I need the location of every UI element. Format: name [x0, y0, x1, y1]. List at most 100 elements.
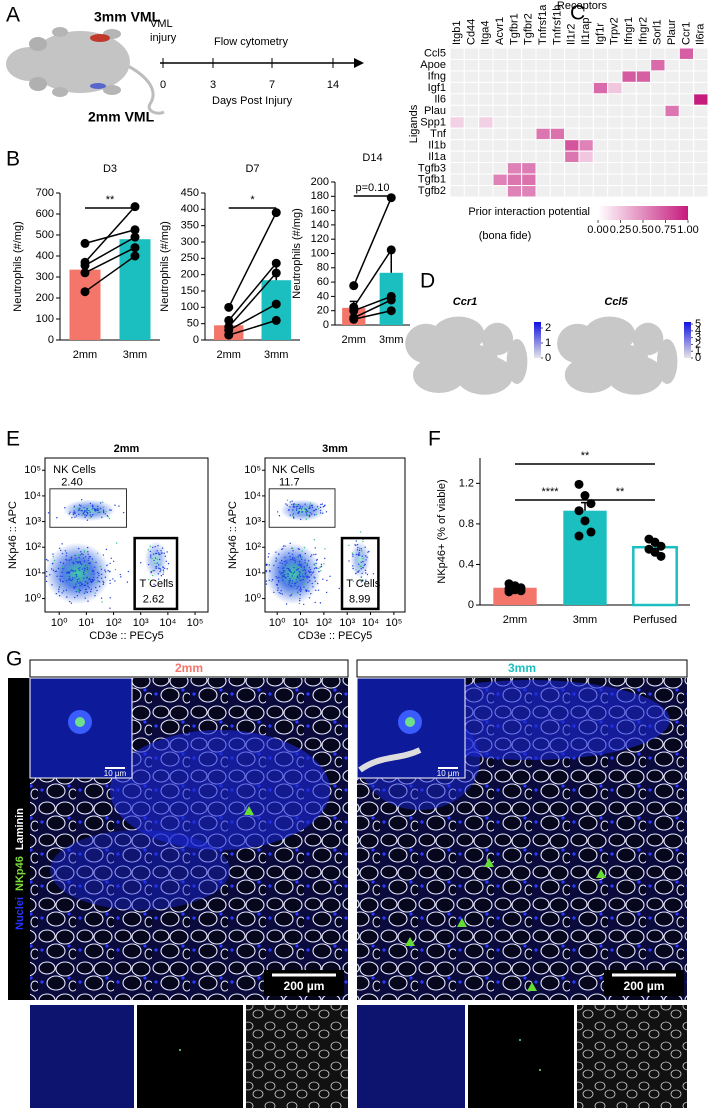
event-dot [289, 585, 292, 587]
event-dot [285, 560, 287, 562]
empty-cell [678, 173, 695, 187]
event-dot [83, 592, 86, 594]
event-dot [291, 558, 294, 560]
event-dot [276, 559, 278, 561]
event-dot [302, 575, 304, 577]
empty-cell [621, 47, 637, 60]
injury-site: 3mm VML [94, 9, 161, 25]
event-dot [70, 558, 72, 561]
empty-cell [564, 127, 580, 141]
empty-cell [463, 70, 480, 83]
event-dot [364, 546, 366, 548]
event-dot [49, 574, 51, 576]
empty-cell [506, 81, 523, 95]
event-dot [319, 566, 321, 568]
event-dot [294, 561, 296, 564]
event-dot [276, 583, 278, 586]
event-dot [114, 580, 116, 582]
y-axis-label: Neutrophils (#/mg) [291, 208, 303, 298]
event-dot [70, 569, 73, 571]
event-dot [155, 567, 157, 570]
colorbar [684, 322, 691, 358]
event-dot [284, 545, 286, 547]
colorbar-tick-label: 2 [545, 322, 551, 334]
event-dot [68, 572, 71, 574]
pair-line [353, 299, 392, 319]
umap-cloud [584, 343, 648, 371]
data-point [130, 232, 140, 242]
significance-label: * [250, 194, 255, 206]
y-tick-label: 200 [181, 269, 199, 281]
event-dot [311, 513, 313, 515]
event-dot [281, 548, 284, 550]
event-dot [79, 507, 81, 510]
data-point [80, 287, 90, 297]
event-dot [118, 505, 120, 507]
pair-line [84, 255, 136, 293]
empty-cell [592, 162, 609, 175]
event-dot [306, 509, 308, 512]
event-dot [292, 516, 295, 518]
empty-cell [592, 139, 609, 152]
event-dot [60, 549, 62, 552]
event-dot [152, 553, 155, 555]
empty-cell [549, 150, 566, 164]
event-dot [112, 578, 114, 580]
empty-cell [607, 58, 623, 72]
event-dot [292, 572, 294, 575]
event-dot [159, 553, 161, 556]
event-dot [79, 562, 82, 564]
empty-cell [621, 150, 637, 164]
chart-title: Ccr1 [453, 296, 477, 308]
empty-cell [492, 185, 508, 198]
event-dot [76, 581, 79, 583]
panel-label: A [6, 4, 20, 27]
event-dot [312, 571, 315, 573]
event-dot [295, 557, 297, 559]
event-dot [288, 552, 290, 554]
empty-cell [492, 127, 508, 141]
y-axis-label: Ligands [408, 104, 420, 143]
event-dot [356, 549, 359, 551]
empty-cell [592, 104, 609, 118]
event-dot [303, 568, 306, 571]
event-dot [74, 516, 76, 518]
event-dot [366, 556, 368, 558]
scale-bar-label: 200 µm [624, 979, 665, 993]
data-point [80, 260, 90, 270]
x-tick-label: 3mm [264, 349, 288, 361]
event-dot [80, 510, 82, 512]
event-dot [107, 570, 109, 572]
empty-cell [463, 162, 480, 175]
empty-cell [578, 162, 594, 175]
event-dot [317, 507, 320, 510]
event-dot [154, 557, 157, 559]
event-dot [59, 580, 62, 582]
event-dot [355, 568, 357, 571]
event-dot [86, 582, 89, 585]
event-dot [318, 567, 320, 570]
empty-cell [678, 58, 695, 72]
event-dot [283, 573, 286, 576]
empty-cell [564, 47, 580, 60]
event-dot [72, 512, 75, 514]
event-dot [298, 602, 301, 605]
timeline-axis-label: Days Post Injury [212, 95, 293, 107]
event-dot [270, 580, 273, 583]
x-tick-label: 3mm [379, 334, 403, 346]
event-dot [82, 557, 85, 559]
event-dot [268, 564, 271, 566]
event-dot [75, 515, 78, 517]
event-dot [294, 578, 297, 580]
empty-cell [693, 116, 709, 129]
event-dot [98, 580, 101, 583]
event-dot [65, 589, 68, 591]
y-tick-label: 10² [25, 541, 41, 553]
gate-name: NK Cells [272, 464, 315, 476]
event-dot [166, 568, 168, 570]
gate [49, 488, 127, 528]
event-dot [364, 563, 366, 566]
event-dot [77, 554, 80, 556]
event-dot [357, 553, 359, 556]
event-dot [298, 571, 301, 573]
